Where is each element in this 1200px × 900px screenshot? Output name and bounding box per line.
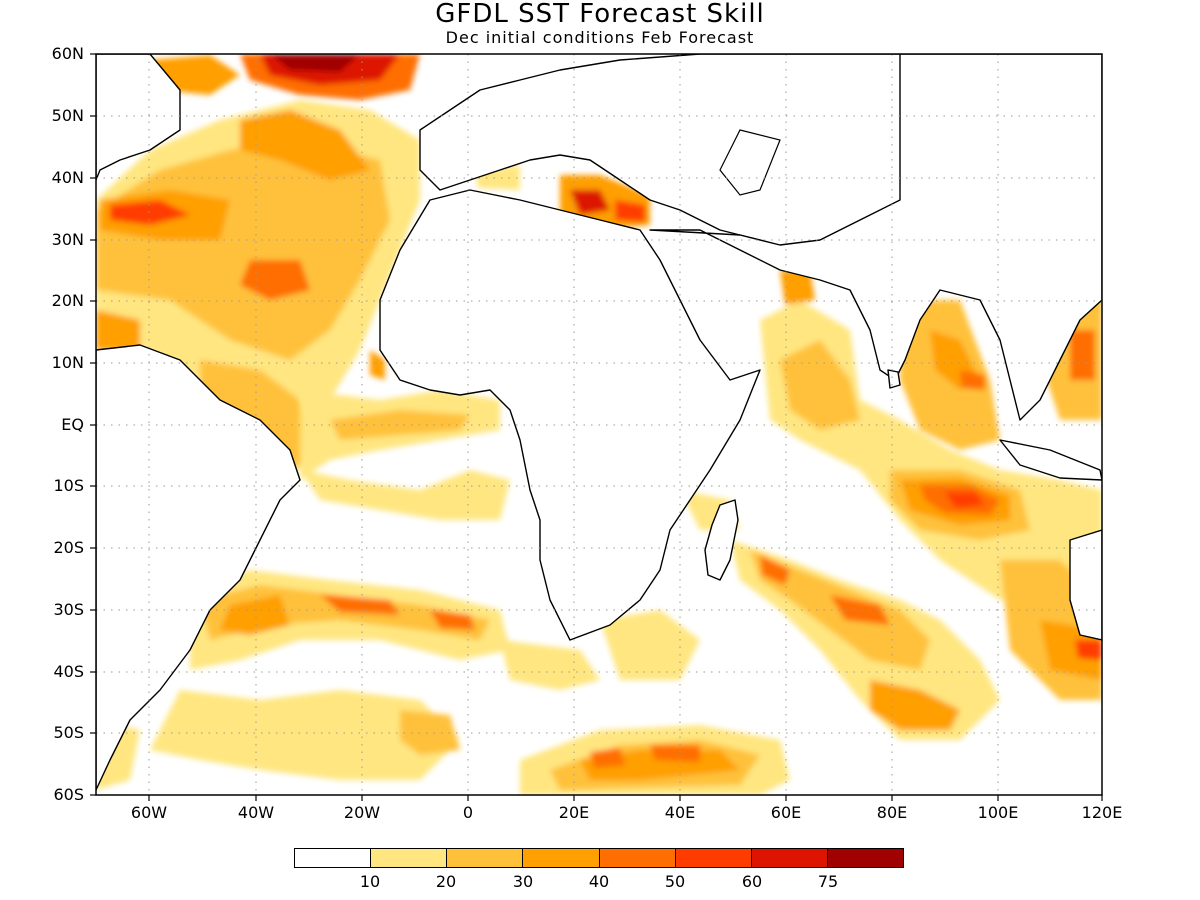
lon-label: 20E [558,803,590,822]
colorbar-swatch [523,849,600,867]
axis-ticks [90,53,1103,801]
colorbar-swatch [827,849,903,867]
colorbar-swatch [295,849,372,867]
map-title: GFDL SST Forecast Skill [435,0,765,29]
colorbar-swatch [675,849,752,867]
skill-field [96,54,1102,795]
lat-label: 30S [53,600,84,619]
colorbar-label: 60 [741,872,763,891]
colorbar-swatch [371,849,448,867]
colorbar-swatch [447,849,524,867]
colorbar-label: 40 [588,872,610,891]
lat-label: 50S [53,723,84,742]
lon-label: 40E [664,803,696,822]
lat-label: EQ [61,415,84,434]
lon-label: 20W [343,803,381,822]
colorbar-swatch [599,849,676,867]
lat-label: 40N [51,168,84,187]
lon-label: 80E [876,803,908,822]
lon-label: 60E [770,803,802,822]
colorbar-label: 30 [512,872,534,891]
continents [96,54,1102,791]
lon-label: 120E [1081,803,1123,822]
colorbar [294,848,904,868]
colorbar-swatch [751,849,828,867]
colorbar-label: 10 [359,872,381,891]
map-subtitle: Dec initial conditions Feb Forecast [445,28,755,47]
lat-label: 40S [53,662,84,681]
lat-label: 60N [51,44,84,63]
lon-label: 0 [462,803,474,822]
lat-label: 50N [51,106,84,125]
grid-lines [96,54,1102,795]
colorbar-label: 50 [664,872,686,891]
lat-label: 30N [51,230,84,249]
colorbar-label: 20 [435,872,457,891]
colorbar-label: 75 [817,872,839,891]
lon-label: 40W [237,803,275,822]
lat-label: 10N [51,353,84,372]
lat-label: 60S [53,785,84,804]
lat-label: 20S [53,538,84,557]
lat-label: 20N [51,291,84,310]
lon-label: 60W [130,803,168,822]
lat-label: 10S [53,476,84,495]
lon-label: 100E [977,803,1019,822]
